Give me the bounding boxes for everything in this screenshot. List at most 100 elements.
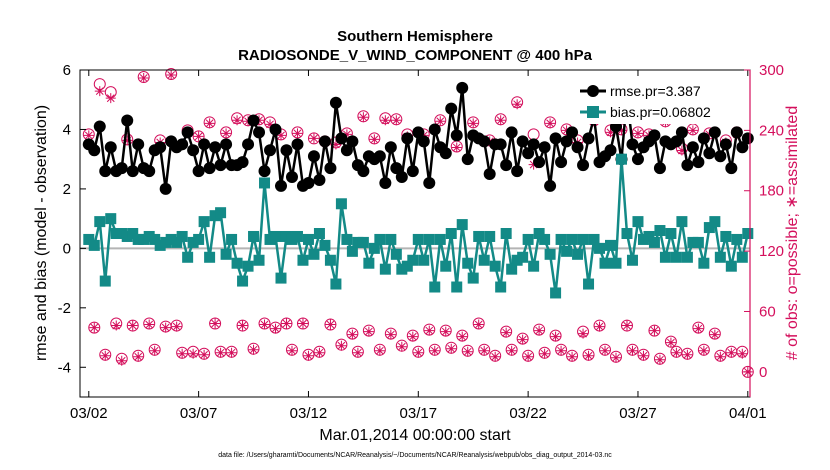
- bias-point: [248, 230, 260, 242]
- bias-point: [495, 281, 507, 293]
- footnote: data file: /Users/gharamti/Documents/NCA…: [218, 452, 612, 459]
- y-tick-label: 6: [63, 62, 71, 79]
- assimilated-point: [347, 329, 358, 340]
- assimilated-point: [709, 329, 720, 340]
- bias-point: [561, 245, 573, 257]
- assimilated-point: [479, 345, 490, 356]
- assimilated-point: [363, 326, 374, 337]
- assimilated-point: [215, 347, 226, 358]
- assimilated-point: [600, 345, 611, 356]
- bias-point: [692, 236, 704, 248]
- rmse-point: [291, 138, 304, 151]
- bias-point: [88, 239, 100, 251]
- bias-point: [577, 233, 589, 245]
- rmse-point: [192, 165, 205, 178]
- assimilated-point: [325, 319, 336, 330]
- assimilated-point: [490, 351, 501, 362]
- rmse-point: [686, 141, 699, 154]
- bias-point: [429, 281, 441, 293]
- assimilated-point: [611, 352, 621, 363]
- y-axis-ticks: -4 -2 0 2 4 6: [58, 62, 86, 376]
- bias-point: [94, 216, 106, 228]
- assimilated-point: [380, 115, 391, 126]
- bias-point: [610, 257, 622, 269]
- assimilated-point: [210, 318, 221, 329]
- assimilated-point: [523, 351, 534, 362]
- possible-point: [648, 324, 661, 337]
- assimilated-point: [314, 347, 325, 358]
- rmse-point: [544, 179, 557, 192]
- rmse-point: [335, 132, 348, 145]
- x-axis-title: Mar.01,2014 00:00:00 start: [319, 427, 511, 444]
- bias-point: [478, 254, 490, 266]
- bias-point: [506, 263, 518, 275]
- rmse-point: [93, 120, 106, 133]
- assimilated-point: [122, 135, 133, 146]
- assimilated-point: [237, 320, 248, 331]
- rmse-point: [741, 132, 754, 145]
- rmse-point: [307, 150, 320, 163]
- assimilated-point: [188, 348, 199, 359]
- bias-point: [99, 275, 111, 287]
- rmse-point: [439, 147, 452, 160]
- assimilated-point: [621, 320, 632, 331]
- assimilated-point: [160, 322, 171, 333]
- assimilated-point: [193, 131, 204, 142]
- rmse-point: [505, 126, 518, 139]
- bias-point: [632, 216, 644, 228]
- rmse-point: [379, 176, 392, 189]
- rmse-point: [187, 144, 200, 157]
- assimilated-point: [440, 326, 451, 337]
- rmse-point: [269, 123, 282, 136]
- bias-point: [270, 230, 282, 242]
- assimilated-point: [413, 347, 424, 358]
- rmse-point: [390, 162, 403, 175]
- assimilated-point: [424, 325, 435, 336]
- assimilated-point: [199, 349, 210, 360]
- bias-point: [594, 242, 606, 254]
- rmse-point: [406, 165, 419, 178]
- assimilated-point: [341, 129, 352, 140]
- possible-point: [236, 319, 249, 332]
- assimilated-point: [171, 321, 182, 332]
- bias-point: [720, 230, 732, 242]
- rmse-point: [626, 138, 639, 151]
- rmse-point: [198, 138, 211, 151]
- bias-point: [605, 239, 617, 251]
- rmse-point: [99, 165, 112, 178]
- rmse-point: [736, 141, 749, 154]
- bias-point: [626, 254, 638, 266]
- rmse-point: [538, 141, 551, 154]
- assimilated-point: [594, 321, 605, 332]
- bias-series-layer: [83, 153, 754, 299]
- assimilated-point: [292, 128, 303, 139]
- rmse-point: [373, 150, 386, 163]
- rmse-point: [428, 123, 441, 136]
- rmse-point: [302, 176, 315, 189]
- rmse-point: [329, 96, 342, 109]
- rmse-point: [340, 144, 353, 157]
- bias-point: [698, 257, 710, 269]
- assimilated-point: [166, 70, 177, 81]
- bias-point: [341, 233, 353, 245]
- bias-point: [434, 233, 446, 245]
- assimilated-point: [556, 345, 567, 356]
- legend-rmse-marker: [587, 85, 599, 97]
- assimilated-point: [83, 130, 94, 141]
- assimilated-point: [308, 133, 319, 144]
- assimilated-point: [429, 345, 440, 356]
- legend-box: [572, 78, 746, 124]
- assimilated-point: [550, 331, 561, 342]
- rmse-point: [604, 144, 617, 157]
- assimilated-point: [177, 348, 188, 359]
- bias-point: [176, 230, 188, 242]
- rmse-point: [395, 171, 408, 184]
- bias-point: [500, 228, 512, 239]
- rmse-point: [214, 159, 227, 172]
- assimilated-point: [89, 322, 100, 333]
- assimilated-point: [545, 118, 556, 129]
- assimilated-point: [506, 345, 517, 356]
- assimilated-point: [127, 320, 138, 331]
- bias-point: [484, 230, 496, 242]
- assimilated-point: [221, 128, 232, 139]
